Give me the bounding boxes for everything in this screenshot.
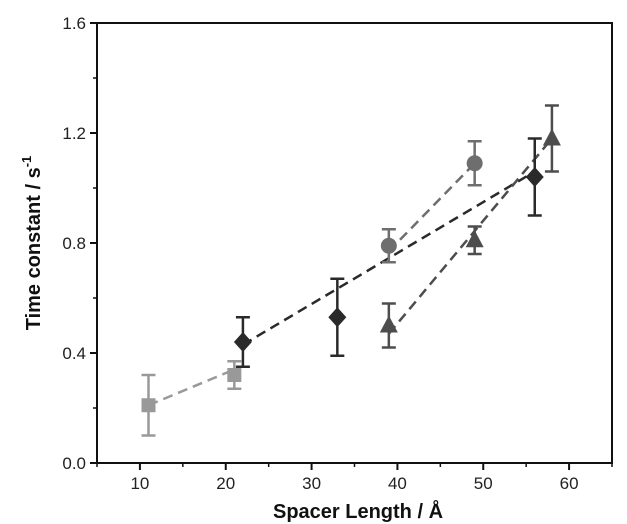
y-tick-label: 1.6	[62, 14, 86, 33]
x-tick-label: 20	[216, 474, 235, 493]
plot-frame	[96, 22, 613, 464]
data-point-circle	[466, 155, 483, 172]
x-axis-title: Spacer Length / Å	[273, 499, 443, 523]
data-point-diamond	[233, 332, 252, 352]
y-axis-title: Time constant / s-1	[19, 156, 45, 331]
x-tick-label: 60	[560, 474, 579, 493]
y-axis-title-superscript: -1	[19, 156, 34, 168]
data-point-triangle	[542, 128, 561, 146]
y-tick-label: 0.4	[62, 344, 86, 363]
data-point-triangle	[379, 315, 398, 333]
fit-lines	[148, 137, 553, 407]
data-point-circle	[380, 237, 397, 254]
x-tick-label: 40	[388, 474, 407, 493]
data-markers	[141, 128, 561, 413]
fit-line	[148, 368, 235, 407]
fit-line	[387, 137, 553, 335]
axes	[96, 22, 613, 464]
y-tick-label: 0.0	[62, 454, 86, 473]
data-point-diamond	[525, 167, 544, 187]
y-axis-title-text: Time constant / s	[23, 167, 45, 330]
y-tick-label: 0.8	[62, 234, 86, 253]
data-point-square	[227, 368, 242, 382]
fit-line	[387, 162, 476, 253]
error-bars	[141, 104, 559, 437]
y-tick-label: 1.2	[62, 124, 86, 143]
x-tick-label: 10	[130, 474, 149, 493]
ticks: 10 20 30 40 50 60 0.0 0.4 0.8 1.2 1.6	[62, 14, 613, 493]
data-point-triangle	[465, 230, 484, 248]
x-tick-label: 50	[474, 474, 493, 493]
x-tick-label: 30	[302, 474, 321, 493]
data-point-diamond	[328, 307, 347, 328]
data-point-square	[141, 398, 156, 413]
